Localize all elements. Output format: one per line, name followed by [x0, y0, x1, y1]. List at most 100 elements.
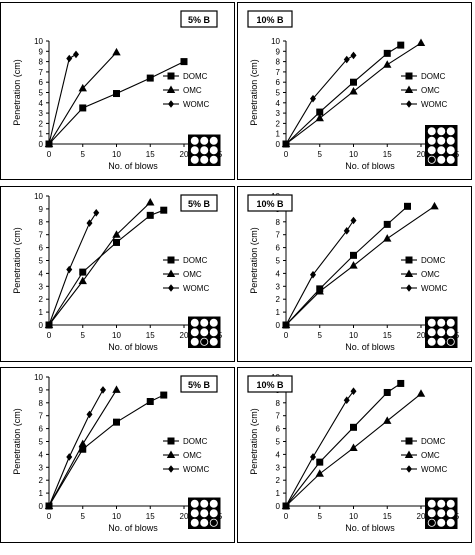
- pattern-cell: [200, 509, 209, 518]
- data-point: [66, 453, 73, 461]
- x-tick-label: 0: [284, 331, 289, 340]
- y-tick-label: 9: [39, 47, 44, 56]
- legend-marker: [405, 437, 413, 445]
- y-tick-label: 2: [39, 295, 44, 304]
- legend-marker: [167, 256, 175, 264]
- x-tick-label: 15: [146, 512, 155, 521]
- data-point: [113, 238, 120, 246]
- tag-label: 10% B: [256, 15, 284, 25]
- data-point: [46, 321, 52, 329]
- data-point: [383, 388, 391, 396]
- legend-label: DOMC: [421, 256, 446, 265]
- pattern-cell: [200, 146, 209, 155]
- y-tick-label: 8: [276, 218, 281, 227]
- data-point: [383, 60, 392, 68]
- x-axis-label: No. of blows: [345, 161, 395, 171]
- data-point: [79, 268, 87, 276]
- legend-label: WOMC: [421, 465, 447, 474]
- data-point: [310, 270, 316, 279]
- x-tick-label: 15: [383, 512, 392, 521]
- series-line: [48, 389, 104, 507]
- data-point: [113, 90, 120, 98]
- y-tick-label: 1: [39, 130, 44, 139]
- panel-frame: [237, 367, 472, 543]
- y-tick-label: 1: [276, 130, 281, 139]
- pattern-cell: [209, 509, 218, 518]
- legend-marker: [168, 100, 174, 108]
- data-point: [146, 211, 154, 219]
- legend-label: WOMC: [421, 100, 447, 109]
- legend-label: DOMC: [183, 256, 208, 265]
- y-tick-label: 1: [276, 489, 281, 498]
- data-point: [350, 78, 357, 86]
- data-point: [315, 113, 324, 122]
- y-tick-label: 3: [39, 463, 44, 472]
- chart-panel: 0123456789100510152025No. of blowsPenetr…: [0, 367, 235, 543]
- pattern-cell: [190, 136, 199, 145]
- x-axis-label: No. of blows: [108, 161, 158, 171]
- legend-label: OMC: [183, 451, 202, 460]
- pattern-cell: [446, 328, 455, 337]
- data-point: [315, 469, 324, 477]
- y-tick-label: 4: [276, 450, 281, 459]
- data-point: [383, 220, 391, 228]
- data-point: [350, 387, 357, 395]
- x-tick-label: 5: [81, 512, 86, 521]
- panel-frame: [0, 367, 235, 543]
- pattern-cell: [446, 136, 455, 145]
- pattern-cell: [427, 155, 436, 164]
- data-point: [404, 202, 411, 210]
- data-point: [283, 140, 289, 148]
- y-tick-label: 5: [276, 438, 281, 447]
- y-tick-label: 3: [276, 463, 281, 472]
- pattern-cell: [190, 328, 199, 337]
- series-line: [48, 209, 164, 326]
- data-point: [46, 502, 52, 510]
- data-point: [46, 140, 52, 148]
- x-tick-label: 5: [318, 150, 323, 159]
- pattern-cell: [427, 318, 436, 327]
- legend-label: WOMC: [183, 284, 209, 293]
- data-point: [146, 398, 154, 406]
- series-line: [285, 54, 354, 145]
- pattern-cell: [209, 499, 218, 508]
- data-point: [349, 261, 358, 269]
- data-point: [397, 379, 405, 387]
- pattern-cell: [200, 136, 209, 145]
- data-point: [316, 458, 324, 466]
- y-axis-label: Penetration (cm): [12, 408, 22, 475]
- x-tick-label: 5: [318, 331, 323, 340]
- legend-marker: [167, 437, 175, 445]
- series-line: [48, 61, 185, 145]
- y-tick-label: 2: [276, 119, 281, 128]
- y-tick-label: 4: [39, 450, 44, 459]
- x-tick-label: 15: [146, 331, 155, 340]
- data-point: [86, 410, 93, 419]
- series-line: [285, 382, 402, 507]
- legend-label: OMC: [183, 86, 202, 95]
- x-tick-label: 20: [180, 331, 189, 340]
- y-tick-label: 7: [39, 68, 44, 77]
- x-tick-label: 15: [146, 150, 155, 159]
- pattern-cell: [446, 499, 455, 508]
- pattern-cell: [446, 318, 455, 327]
- data-point: [316, 108, 324, 116]
- pattern-cell: [446, 509, 455, 518]
- data-point: [93, 208, 100, 217]
- data-point: [112, 230, 121, 238]
- y-tick-label: 5: [276, 257, 281, 266]
- legend-marker: [405, 256, 413, 264]
- y-tick-label: 1: [276, 308, 281, 317]
- tag-label: 10% B: [256, 199, 284, 209]
- legend-marker: [406, 100, 412, 108]
- x-tick-label: 20: [180, 150, 189, 159]
- data-point: [430, 201, 439, 210]
- pattern-cell: [200, 155, 209, 164]
- y-tick-label: 5: [39, 89, 44, 98]
- data-point: [350, 423, 357, 431]
- y-tick-label: 9: [39, 386, 44, 395]
- x-tick-label: 10: [349, 512, 358, 521]
- legend-label: DOMC: [183, 437, 208, 446]
- pattern-cell: [446, 155, 455, 164]
- x-axis-label: No. of blows: [108, 523, 158, 533]
